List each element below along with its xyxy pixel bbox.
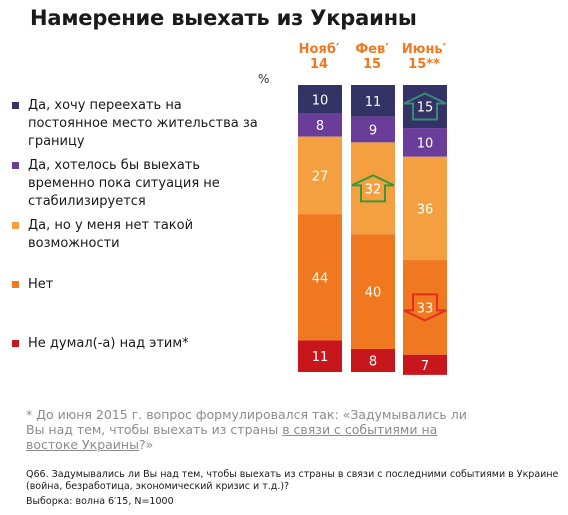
footnote-text: * До июня 2015 г. вопрос формулировался … [26,407,467,437]
bar-segment-1-0 [351,85,395,117]
data-label-0-4: 11 [312,350,329,365]
data-label-0-3: 44 [312,271,329,286]
legend-item-leave-temporarily: Да, хотелось бы выехать временно пока си… [12,157,262,211]
legend-item-not-thought: Не думал(-а) над этим* [12,335,262,353]
footnote: * До июня 2015 г. вопрос формулировался … [26,407,486,452]
data-label-2-3: 33 [417,301,434,316]
legend-label: Нет [28,277,54,292]
bar-segment-0-3 [298,214,342,341]
data-label-1-3: 40 [365,286,382,301]
data-label-2-0: 15 [417,101,434,116]
column-header-line2: 15 [362,57,382,72]
legend-item-emigrate-permanent: Да, хочу переехать на постоянное место ж… [12,97,262,151]
bar-segment-1-2 [351,142,395,235]
data-label-1-0: 11 [365,95,382,110]
column-header-feb15: Фев′ 15 [337,42,407,72]
data-label-0-2: 27 [312,169,329,184]
question-text: Q66. Задумывались ли Вы над тем, чтобы в… [26,469,559,492]
legend-swatch [12,222,19,229]
bar-segment-2-1 [403,128,447,157]
legend-item-no: Нет [12,276,262,294]
legend-label: Да, но у меня нет такой возможности [28,218,194,251]
change-arrow-up-icon [351,174,395,203]
data-label-0-0: 10 [312,93,329,108]
bar-segment-2-2 [403,156,447,261]
bar-segment-0-2 [298,136,342,215]
column-header-line1: Июнь′ [401,42,447,57]
legend-item-no-opportunity: Да, но у меня нет такой возможности [12,217,262,253]
data-label-1-2: 32 [365,182,382,197]
column-header-nov14: Нояб′ 14 [284,42,354,72]
bar-segment-1-4 [351,349,395,372]
legend-swatch [12,281,19,288]
column-header-line1: Нояб′ [298,42,340,57]
legend-swatch [12,102,19,109]
data-label-1-4: 8 [369,355,377,370]
bar-segment-2-4 [403,354,447,375]
bar-segment-0-4 [298,340,342,372]
column-header-line2: 14 [309,57,329,72]
legend-label: Да, хочу переехать на постоянное место ж… [28,98,258,149]
bar-segment-2-3 [403,260,447,355]
data-label-0-1: 8 [316,119,324,134]
footnote-underlined-text: в связи с событиями на востоке Украины [26,422,438,452]
column-header-jun15: Июнь′ 15** [389,42,459,72]
data-label-2-4: 7 [421,359,429,374]
unit-label: % [258,72,270,86]
change-arrow-up-icon [403,92,447,121]
legend-label: Да, хотелось бы выехать временно пока си… [28,158,220,209]
legend-swatch [12,340,19,347]
column-header-line1: Фев′ [355,42,389,57]
bar-segment-2-0 [403,85,447,129]
data-label-2-2: 36 [417,202,434,217]
legend-swatch [12,162,19,169]
change-arrow-down-icon [403,293,447,322]
data-label-2-1: 10 [417,136,434,151]
bar-segment-0-0 [298,85,342,114]
bar-segment-1-1 [351,116,395,143]
bar-segment-0-1 [298,113,342,137]
footnote-text-end: ?» [138,437,154,452]
sample-text: Выборка: волна 6′15, N=1000 [26,496,174,507]
chart-title: Намерение выехать из Украины [30,6,417,30]
data-label-1-1: 9 [369,123,377,138]
bar-segment-1-3 [351,234,395,350]
column-header-line2: 15** [408,57,440,72]
legend-label: Не думал(-а) над этим* [28,336,189,351]
